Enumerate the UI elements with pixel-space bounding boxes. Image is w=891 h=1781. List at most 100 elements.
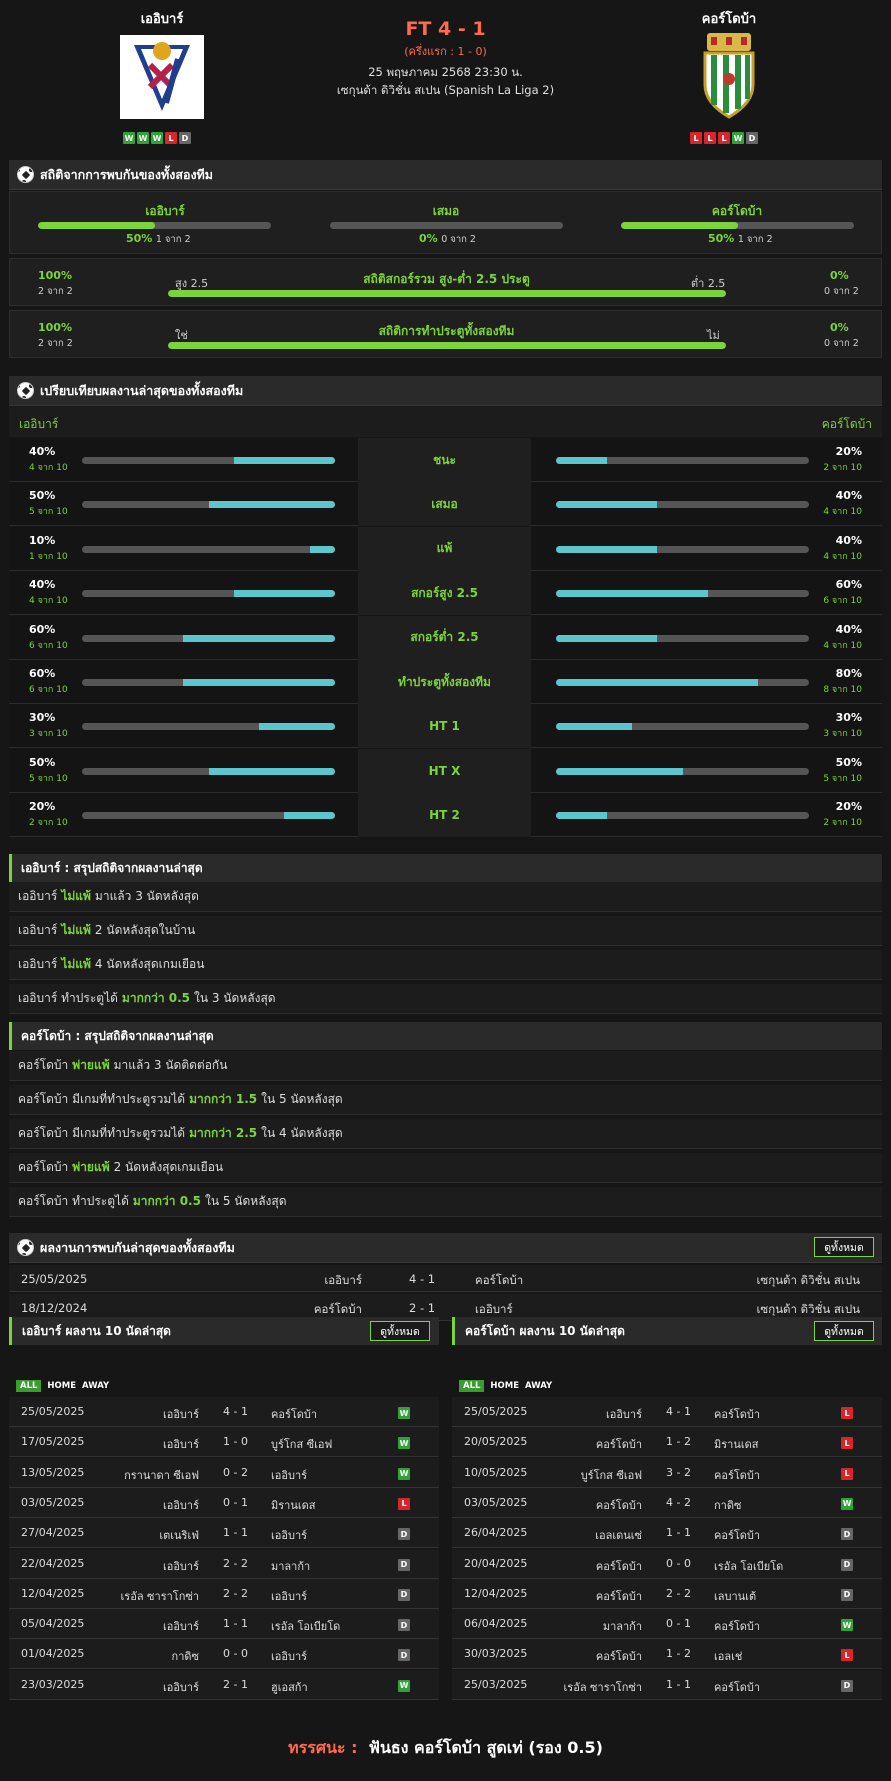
compare-home-fill [309, 545, 335, 553]
tab-home[interactable]: HOME [490, 1381, 520, 1391]
compare-label: เสมอ [358, 482, 531, 527]
h2h-away-pct: 50% [708, 232, 735, 245]
h2h-home: เออิบาร์ [324, 1273, 362, 1287]
match-home: เออิบาร์ [162, 1620, 199, 1634]
match-date: 10/05/2025 [464, 1465, 528, 1479]
compare-row: 50% 5 จาก 10 เสมอ 40% 4 จาก 10 [9, 482, 882, 527]
compare-home-fill [208, 767, 335, 775]
tab-all[interactable]: ALL [459, 1380, 485, 1392]
match-away: คอร์โดบ้า [714, 1468, 761, 1482]
home-team-name[interactable]: เออิบาร์ [140, 12, 184, 27]
compare-home-fill [183, 679, 335, 686]
h2h-away-label: คอร์โดบ้า [711, 204, 763, 218]
match-row[interactable]: 20/04/2025 คอร์โดบ้า 0 - 0 เรอัล โอเบียโด D [452, 1548, 882, 1579]
h2h-score: 2 - 1 [409, 1301, 436, 1315]
match-row[interactable]: 27/04/2025 เตเนริเฟ่ 1 - 1 เออิบาร์ D [9, 1518, 439, 1549]
compare-home-bar [82, 590, 335, 598]
summary-row: คอร์โดบ้า มีเกมที่ทำประตูรวมได้ มากกว่า 1… [9, 1085, 882, 1115]
match-row[interactable]: 03/05/2025 เออิบาร์ 0 - 1 มิรานเดส L [9, 1487, 439, 1518]
match-row[interactable]: 30/03/2025 คอร์โดบ้า 1 - 2 เอลเช่ L [452, 1639, 882, 1670]
match-date: 25/05/2025 [464, 1405, 528, 1418]
compare-away-sub: 4 จาก 10 [823, 640, 862, 651]
away-team-logo[interactable] [697, 33, 761, 122]
summary-text-c: 2 นัดหลังสุดเกมเยือน [113, 1160, 224, 1174]
home-last10-header: เออิบาร์ ผลงาน 10 นัดล่าสุด [9, 1317, 439, 1345]
match-row[interactable]: 12/04/2025 คอร์โดบ้า 2 - 2 เลบานเต้ D [452, 1578, 882, 1609]
compare-away-pct: 60% [835, 578, 862, 592]
compare-home-pct: 10% [29, 533, 56, 547]
match-row[interactable]: 22/04/2025 เออิบาร์ 2 - 2 มาลาก้า D [9, 1548, 439, 1579]
h2h-row[interactable]: 25/05/2025 เออิบาร์ 4 - 1 คอร์โดบ้า เซกุนด้า… [9, 1265, 882, 1292]
match-row[interactable]: 25/05/2025 เออิบาร์ 4 - 1 คอร์โดบ้า W [9, 1397, 439, 1427]
summary-text-a: คอร์โดบ้า มีเกมที่ทำประตูรวมได้ [18, 1126, 186, 1140]
h2h-home-pct: 50% [126, 232, 153, 245]
home-last10-view-all-button[interactable]: ดูทั้งหมด [370, 1321, 430, 1341]
h2h-home-bar [38, 222, 271, 229]
match-row[interactable]: 13/05/2025 กรานาดา ซีเอฟ 0 - 2 เออิบาร์ W [9, 1457, 439, 1488]
compare-away-fill [556, 767, 683, 775]
match-home: กาดิซ [171, 1650, 199, 1664]
match-score: 2 - 2 [223, 1586, 248, 1600]
match-row[interactable]: 01/04/2025 กาดิซ 0 - 0 เออิบาร์ D [9, 1639, 439, 1670]
tab-all[interactable]: ALL [16, 1380, 42, 1392]
summary-text-a: คอร์โดบ้า ทำประตูได้ [18, 1194, 129, 1208]
result-badge: L [841, 1467, 853, 1480]
tab-away[interactable]: AWAY [525, 1381, 553, 1391]
tab-home[interactable]: HOME [47, 1381, 77, 1391]
compare-away-pct: 20% [835, 800, 862, 814]
h2h-row[interactable]: 18/12/2024 คอร์โดบ้า 2 - 1 เออิบาร์ เซกุนด้า… [9, 1294, 882, 1321]
compare-home-pct: 20% [29, 800, 56, 814]
result-badge: L [398, 1497, 410, 1510]
match-row[interactable]: 26/04/2025 เอลเดนเซ่ 1 - 1 คอร์โดบ้า D [452, 1518, 882, 1549]
h2h-view-all-button[interactable]: ดูทั้งหมด [814, 1237, 874, 1257]
match-date: 20/05/2025 [464, 1435, 528, 1449]
compare-home-sub: 6 จาก 10 [29, 685, 68, 695]
compare-home-pct: 60% [29, 622, 56, 636]
compare-away-pct: 30% [835, 711, 862, 725]
away-last10-view-all-button[interactable]: ดูทั้งหมด [814, 1321, 874, 1341]
home-team-logo[interactable] [120, 35, 204, 119]
tab-away[interactable]: AWAY [82, 1381, 110, 1391]
compare-row: 60% 6 จาก 10 สกอร์ต่ำ 2.5 40% 4 จาก 10 [9, 615, 882, 660]
match-row[interactable]: 12/04/2025 เรอัล ซาราโกซ่า 2 - 2 เออิบาร์ D [9, 1578, 439, 1609]
ou-right-pct: 0% [830, 269, 849, 282]
match-away: บูร์โกส ซีเอฟ [271, 1438, 333, 1452]
match-row[interactable]: 25/05/2025 เออิบาร์ 4 - 1 คอร์โดบ้า L [452, 1397, 882, 1427]
compare-row: 40% 4 จาก 10 ชนะ 20% 2 จาก 10 [9, 438, 882, 482]
compare-away-fill [556, 501, 658, 509]
match-score: 0 - 0 [666, 1556, 691, 1570]
compare-away-pct: 50% [835, 755, 862, 769]
compare-label: สกอร์ต่ำ 2.5 [358, 615, 531, 660]
match-score: 1 - 1 [666, 1526, 691, 1540]
match-row[interactable]: 20/05/2025 คอร์โดบ้า 1 - 2 มิรานเดส L [452, 1427, 882, 1458]
compare-label: ชนะ [358, 438, 531, 482]
football-icon [17, 166, 34, 183]
summary-text-c: มาแล้ว 3 นัดติดต่อกัน [113, 1058, 228, 1072]
ou-title: สถิติสกอร์รวม สูง-ต่ำ 2.5 ประตู [363, 272, 530, 286]
match-home: เอลเดนเซ่ [595, 1529, 642, 1543]
ou-right-sub: 0 จาก 2 [824, 286, 859, 297]
form-badge: D [179, 132, 191, 144]
match-row[interactable]: 06/04/2025 มาลาก้า 0 - 1 คอร์โดบ้า W [452, 1609, 882, 1640]
result-badge: D [398, 1649, 410, 1662]
compare-away-sub: 4 จาก 10 [823, 551, 862, 562]
match-date: 20/04/2025 [464, 1556, 528, 1570]
match-row[interactable]: 23/03/2025 เออิบาร์ 2 - 1 ฮูเอสก้า W [9, 1669, 439, 1700]
h2h-stats-header: สถิติจากการพบกันของทั้งสองทีม [9, 160, 882, 190]
summary-highlight: พ่ายแพ้ [72, 1160, 110, 1174]
match-row[interactable]: 10/05/2025 บูร์โกส ซีเอฟ 3 - 2 คอร์โดบ้า L [452, 1457, 882, 1488]
match-home: มาลาก้า [602, 1620, 642, 1634]
match-home: เออิบาร์ [162, 1408, 199, 1421]
away-team-name[interactable]: คอร์โดบ้า [701, 12, 757, 27]
compare-home-bar [82, 457, 335, 464]
match-row[interactable]: 17/05/2025 เออิบาร์ 1 - 0 บูร์โกส ซีเอฟ W [9, 1427, 439, 1458]
match-row[interactable]: 03/05/2025 คอร์โดบ้า 4 - 2 กาดิซ W [452, 1487, 882, 1518]
summary-text-a: เออิบาร์ ทำประตูได้ [18, 991, 118, 1005]
match-row[interactable]: 05/04/2025 เออิบาร์ 1 - 1 เรอัล โอเบียโด D [9, 1609, 439, 1640]
result-badge: D [398, 1588, 410, 1601]
match-home: คอร์โดบ้า [595, 1589, 642, 1603]
result-badge: W [841, 1619, 853, 1632]
summary-row: เออิบาร์ ไม่แพ้ 4 นัดหลังสุดเกมเยือน [9, 950, 882, 980]
match-row[interactable]: 25/03/2025 เรอัล ซาราโกซ่า 1 - 1 คอร์โดบ้า D [452, 1669, 882, 1700]
compare-home-fill [284, 812, 335, 820]
